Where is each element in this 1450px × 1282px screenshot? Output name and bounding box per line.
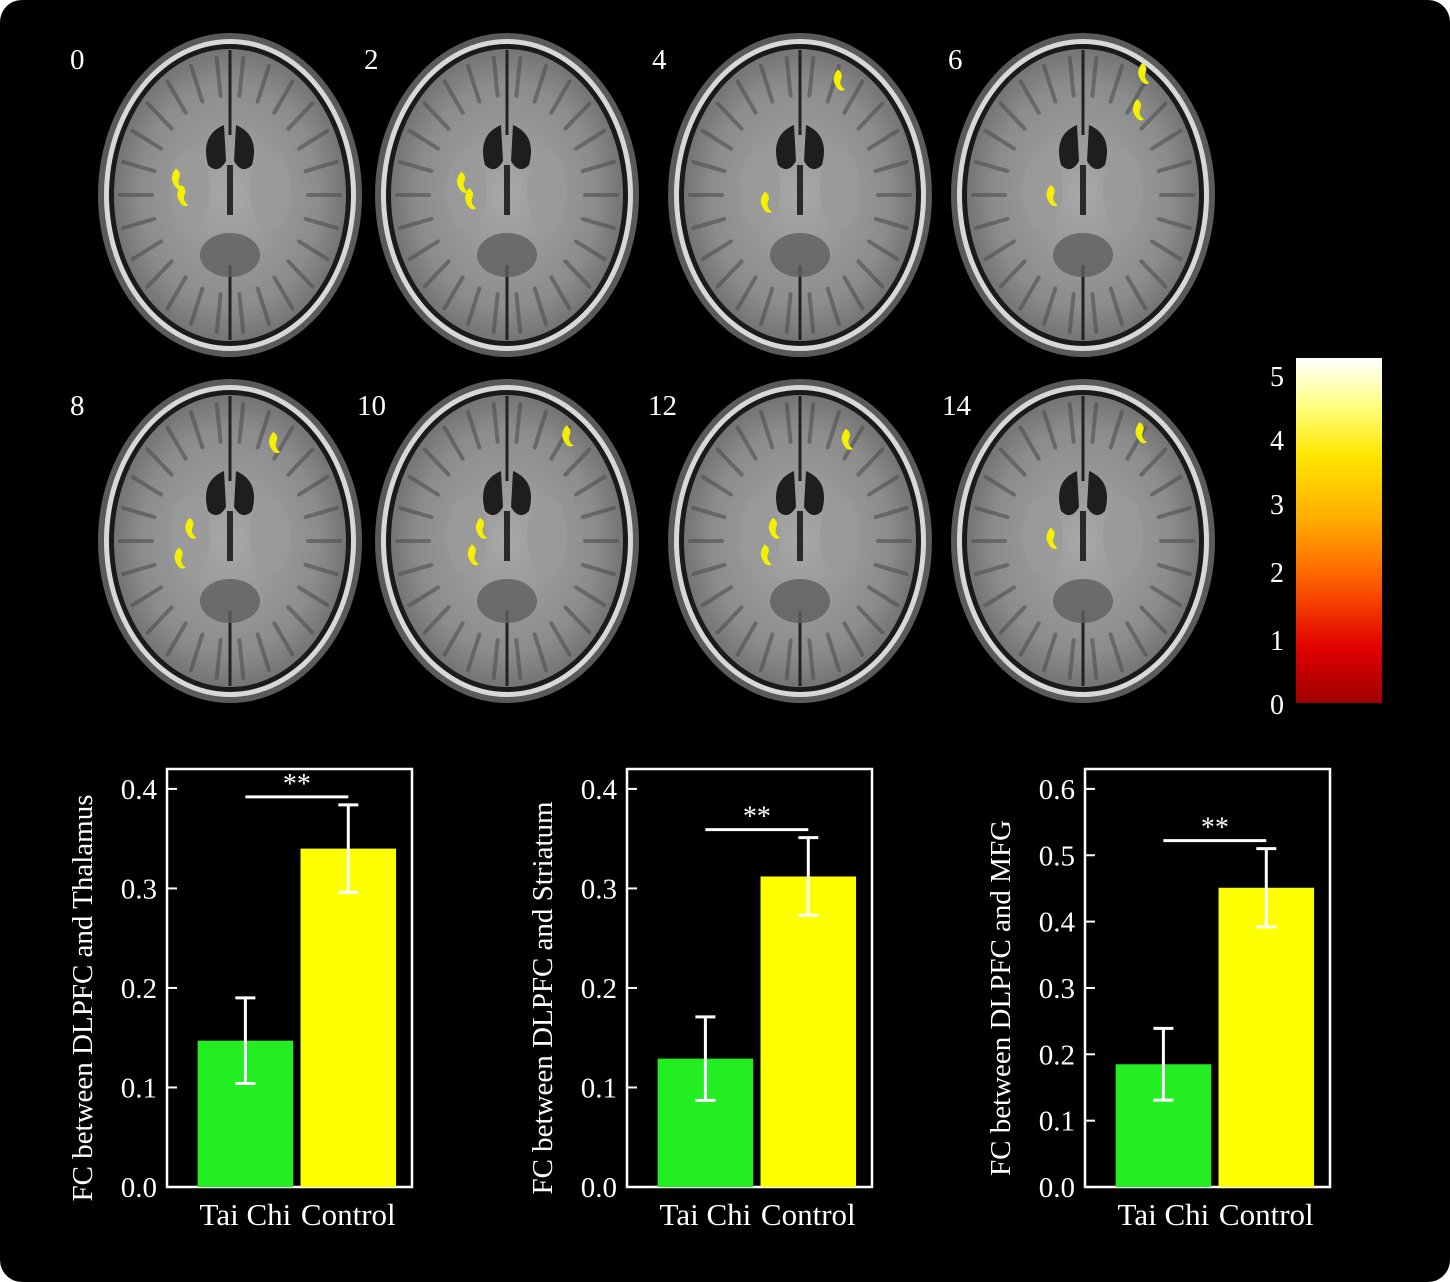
- slice-label: 2: [364, 44, 379, 76]
- significance-marker: **: [1201, 813, 1229, 844]
- brain-slice: 4: [652, 30, 935, 360]
- slice-label: 14: [942, 390, 971, 422]
- y-tick-label: 0.0: [581, 1172, 617, 1204]
- brain-slice: 6: [948, 30, 1218, 360]
- colorbar-gradient: [1296, 358, 1382, 703]
- activation-cluster: [185, 517, 197, 539]
- bar-control: [300, 848, 397, 1187]
- bar-chart-thalamus: 0.0 0.1 0.2 0.3 0.4 FC between DLPFC and Thal…: [50, 725, 460, 1270]
- x-category-label: Tai Chi: [200, 1197, 292, 1232]
- y-axis-label: FC between DLPFC and Thalamus: [67, 794, 99, 1201]
- colorbar-tick: 4: [1270, 426, 1284, 457]
- brain-image: [951, 379, 1215, 703]
- activation-cluster: [467, 544, 479, 566]
- activation-cluster: [465, 188, 477, 210]
- colorbar-tick: 1: [1270, 626, 1284, 657]
- bar-chart-mfg: 0.0 0.1 0.2 0.3 0.4 0.5 0.6 FC between DLPFC an…: [968, 725, 1378, 1270]
- activation-cluster: [269, 432, 281, 454]
- activation-cluster: [833, 69, 845, 91]
- brain-slice: 12: [648, 376, 935, 706]
- y-tick-label: 0.2: [581, 973, 617, 1005]
- y-tick-label: 0.2: [121, 973, 157, 1005]
- y-tick-label: 0.1: [1039, 1106, 1075, 1138]
- slice-label: 10: [357, 390, 386, 422]
- colorbar-tick: 2: [1270, 558, 1284, 589]
- x-category-label: Tai Chi: [1118, 1197, 1210, 1232]
- activation-cluster: [177, 185, 189, 207]
- y-tick-label: 0.1: [121, 1072, 157, 1104]
- significance-marker: **: [283, 769, 311, 800]
- x-category-label: Control: [761, 1197, 856, 1232]
- activation-cluster: [562, 425, 574, 447]
- brain-image: [951, 33, 1215, 357]
- y-tick-label: 0.0: [121, 1172, 157, 1204]
- activation-cluster: [1138, 62, 1150, 85]
- colorbar-tick: 5: [1270, 362, 1284, 393]
- chart-svg: 0.0 0.1 0.2 0.3 0.4 0.5 0.6 FC between DLPFC an…: [985, 767, 1332, 1232]
- slice-label: 12: [648, 390, 677, 422]
- activation-cluster: [760, 544, 772, 566]
- x-category-label: Tai Chi: [660, 1197, 752, 1232]
- x-category-label: Control: [301, 1197, 396, 1232]
- y-tick-label: 0.6: [1039, 774, 1075, 806]
- y-tick-label: 0.3: [121, 873, 157, 905]
- activation-cluster: [1046, 185, 1058, 207]
- y-tick-label: 0.3: [1039, 973, 1075, 1005]
- brain-slice: 14: [942, 376, 1218, 706]
- slice-label: 0: [70, 44, 85, 76]
- y-tick-label: 0.0: [1039, 1172, 1075, 1204]
- brain-slice: 0: [70, 30, 365, 360]
- brain-image: [98, 33, 362, 357]
- brain-image: [98, 379, 362, 703]
- brain-image: [668, 379, 932, 703]
- y-tick-label: 0.4: [121, 774, 158, 806]
- activation-cluster: [760, 191, 772, 213]
- y-tick-label: 0.3: [581, 873, 617, 905]
- activation-cluster: [768, 517, 780, 539]
- chart-svg: 0.0 0.1 0.2 0.3 0.4 FC between DLPFC and Stri…: [527, 767, 874, 1232]
- chart-svg: 0.0 0.1 0.2 0.3 0.4 FC between DLPFC and Thal…: [67, 767, 414, 1232]
- y-tick-label: 0.5: [1039, 840, 1075, 872]
- x-category-label: Control: [1219, 1197, 1314, 1232]
- activation-cluster: [174, 547, 186, 569]
- slice-label: 4: [652, 44, 667, 76]
- slice-label: 6: [948, 44, 963, 76]
- activation-cluster: [1132, 99, 1144, 121]
- y-tick-label: 0.2: [1039, 1039, 1075, 1071]
- y-tick-label: 0.1: [581, 1072, 617, 1104]
- activation-cluster: [171, 168, 183, 190]
- brain-slice: 8: [70, 376, 365, 706]
- y-tick-label: 0.4: [1039, 907, 1076, 939]
- bar-control: [1218, 887, 1315, 1187]
- brain-image: [375, 379, 639, 703]
- brain-slice: 2: [364, 30, 642, 360]
- brain-slice: 10: [357, 376, 642, 706]
- colorbar-tick: 0: [1270, 690, 1284, 721]
- significance-marker: **: [743, 802, 771, 833]
- activation-cluster: [1046, 527, 1058, 549]
- activation-cluster: [1135, 422, 1147, 444]
- y-tick-label: 0.4: [581, 774, 618, 806]
- bar-chart-striatum: 0.0 0.1 0.2 0.3 0.4 FC between DLPFC and Stri…: [510, 725, 920, 1270]
- activation-cluster: [475, 517, 487, 539]
- brain-image: [668, 33, 932, 357]
- slice-label: 8: [70, 390, 85, 422]
- y-axis-label: FC between DLPFC and MFG: [985, 820, 1017, 1176]
- bar-control: [760, 876, 857, 1187]
- y-axis-label: FC between DLPFC and Striatum: [527, 801, 559, 1195]
- brain-image: [375, 33, 639, 357]
- activation-cluster: [841, 428, 853, 450]
- activation-cluster: [456, 171, 469, 193]
- colorbar-tick: 3: [1270, 490, 1284, 521]
